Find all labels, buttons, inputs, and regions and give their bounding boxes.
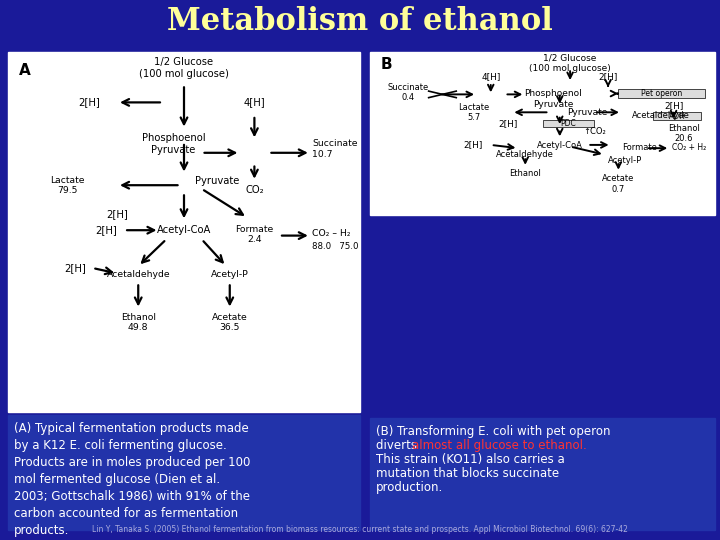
Bar (8, 52, 360, 412)
Text: production.: production. (376, 481, 444, 494)
Text: 88.0   75.0: 88.0 75.0 (312, 242, 359, 251)
Text: B: B (380, 57, 392, 72)
Text: 4[H]: 4[H] (243, 97, 265, 107)
Text: Acetaldehyde: Acetaldehyde (632, 111, 690, 120)
Bar (370, 52, 715, 215)
Text: CO₂ + H₂: CO₂ + H₂ (672, 143, 706, 152)
Text: 2[H]: 2[H] (78, 97, 100, 107)
Text: Acetaldehyde: Acetaldehyde (107, 270, 170, 279)
Text: Pet operon: Pet operon (641, 89, 682, 98)
Text: 2[H]: 2[H] (498, 119, 518, 128)
Text: 2[H]: 2[H] (64, 263, 86, 273)
Text: Acetyl-P: Acetyl-P (211, 270, 248, 279)
Text: Acetate
36.5: Acetate 36.5 (212, 313, 248, 333)
Text: Ethanol: Ethanol (509, 170, 541, 178)
Text: 2[H]: 2[H] (96, 225, 117, 235)
Text: Lactate
79.5: Lactate 79.5 (50, 176, 85, 195)
Text: ADH: ADH (669, 112, 685, 120)
Text: A: A (19, 63, 30, 78)
Text: Ethanol
20.6: Ethanol 20.6 (668, 124, 700, 143)
Text: mutation that blocks succinate: mutation that blocks succinate (376, 467, 559, 480)
Text: Lactate
5.7: Lactate 5.7 (458, 103, 489, 122)
Text: PDC: PDC (560, 119, 576, 128)
Text: (A) Typical fermentation products made
by a K12 E. coli fermenting glucose.
Prod: (A) Typical fermentation products made b… (14, 422, 251, 537)
Bar (370, 418, 715, 530)
Bar (618, 89, 705, 98)
Text: Succinate
0.4: Succinate 0.4 (387, 83, 428, 103)
Text: Succinate
10.7: Succinate 10.7 (312, 139, 358, 159)
Text: 4[H]: 4[H] (481, 72, 500, 81)
Text: Metabolism of ethanol: Metabolism of ethanol (167, 6, 553, 37)
Text: (B) Transforming E. coli with pet operon: (B) Transforming E. coli with pet operon (376, 425, 611, 438)
Bar (8, 415, 360, 530)
Text: Acetate
0.7: Acetate 0.7 (602, 174, 634, 194)
Text: almost all glucose to ethanol.: almost all glucose to ethanol. (412, 439, 587, 452)
Text: Acetyl-P: Acetyl-P (608, 156, 642, 165)
Text: Phosphoenol
Pyruvate: Phosphoenol Pyruvate (524, 90, 582, 109)
Text: 2[H]: 2[H] (664, 102, 683, 110)
Bar (542, 120, 594, 127)
Text: diverts: diverts (376, 439, 420, 452)
Text: Pyruvate: Pyruvate (194, 176, 239, 186)
Text: 2[H]: 2[H] (107, 209, 128, 219)
Text: ↑CO₂: ↑CO₂ (583, 127, 606, 136)
Text: Acetaldehyde: Acetaldehyde (496, 150, 554, 159)
Text: 2[H]: 2[H] (598, 72, 618, 81)
Text: 1/2 Glucose
(100 mol glucose): 1/2 Glucose (100 mol glucose) (139, 57, 229, 79)
Text: Ethanol
49.8: Ethanol 49.8 (121, 313, 156, 333)
Text: Formate
2.4: Formate 2.4 (235, 225, 274, 244)
Text: Acetyl-CoA: Acetyl-CoA (157, 225, 211, 235)
Bar (653, 112, 701, 120)
Text: 2[H]: 2[H] (464, 140, 483, 150)
Text: Formate: Formate (622, 143, 657, 152)
Text: Phosphoenol
Pyruvate: Phosphoenol Pyruvate (142, 133, 205, 154)
Text: Pyruvate: Pyruvate (567, 108, 607, 117)
Text: CO₂ – H₂: CO₂ – H₂ (312, 230, 351, 238)
Text: Acetyl-CoA: Acetyl-CoA (537, 141, 582, 150)
Text: This strain (KO11) also carries a: This strain (KO11) also carries a (376, 453, 564, 466)
Text: 1/2 Glucose
(100 mol glucose): 1/2 Glucose (100 mol glucose) (529, 53, 611, 73)
Text: CO₂: CO₂ (245, 185, 264, 195)
Text: Lin Y, Tanaka S. (2005) Ethanol fermentation from biomass resources: current sta: Lin Y, Tanaka S. (2005) Ethanol fermenta… (92, 525, 628, 534)
